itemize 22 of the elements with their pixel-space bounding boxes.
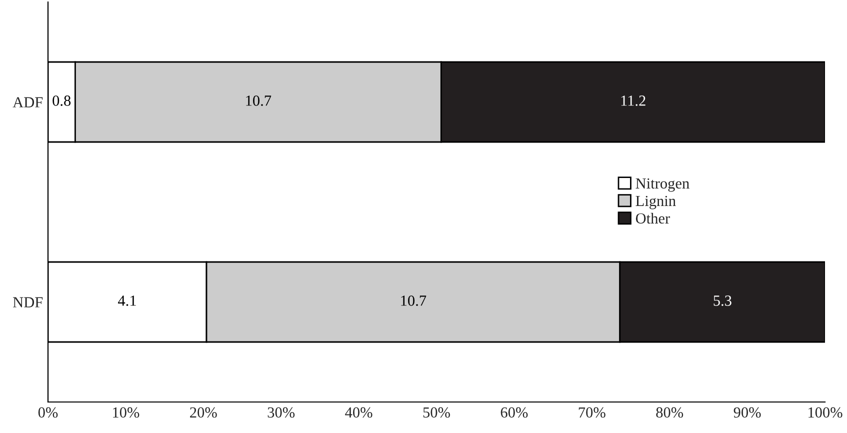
annotation: 4.1 (118, 296, 136, 306)
legend-label: Other (636, 212, 670, 224)
x-tick-label: 50% (423, 407, 450, 418)
x-tick-label: 80% (656, 407, 684, 418)
y-tick-label: ADF (12, 97, 43, 108)
x-tick-label: 40% (345, 407, 372, 418)
annotation: 5.3 (714, 296, 732, 306)
x-tick-label: 60% (500, 407, 528, 418)
legend-label: Nitrogen (636, 178, 690, 192)
x-tick-label: 100% (808, 407, 842, 418)
x-tick-label: 20% (190, 407, 217, 418)
legend-label: Lignin (636, 196, 676, 210)
x-tick-label: 70% (578, 407, 606, 418)
x-tick-label: 90% (734, 407, 761, 418)
annotation: 11.2 (621, 96, 646, 106)
y-tick-label: NDF (13, 297, 43, 308)
x-tick-label: 30% (268, 407, 295, 418)
x-tick-label: 10% (113, 407, 140, 418)
annotation: 10.7 (401, 296, 426, 306)
annotation: 0.8 (52, 96, 71, 106)
x-tick-label: 0% (38, 407, 58, 418)
annotation: 10.7 (246, 96, 272, 106)
